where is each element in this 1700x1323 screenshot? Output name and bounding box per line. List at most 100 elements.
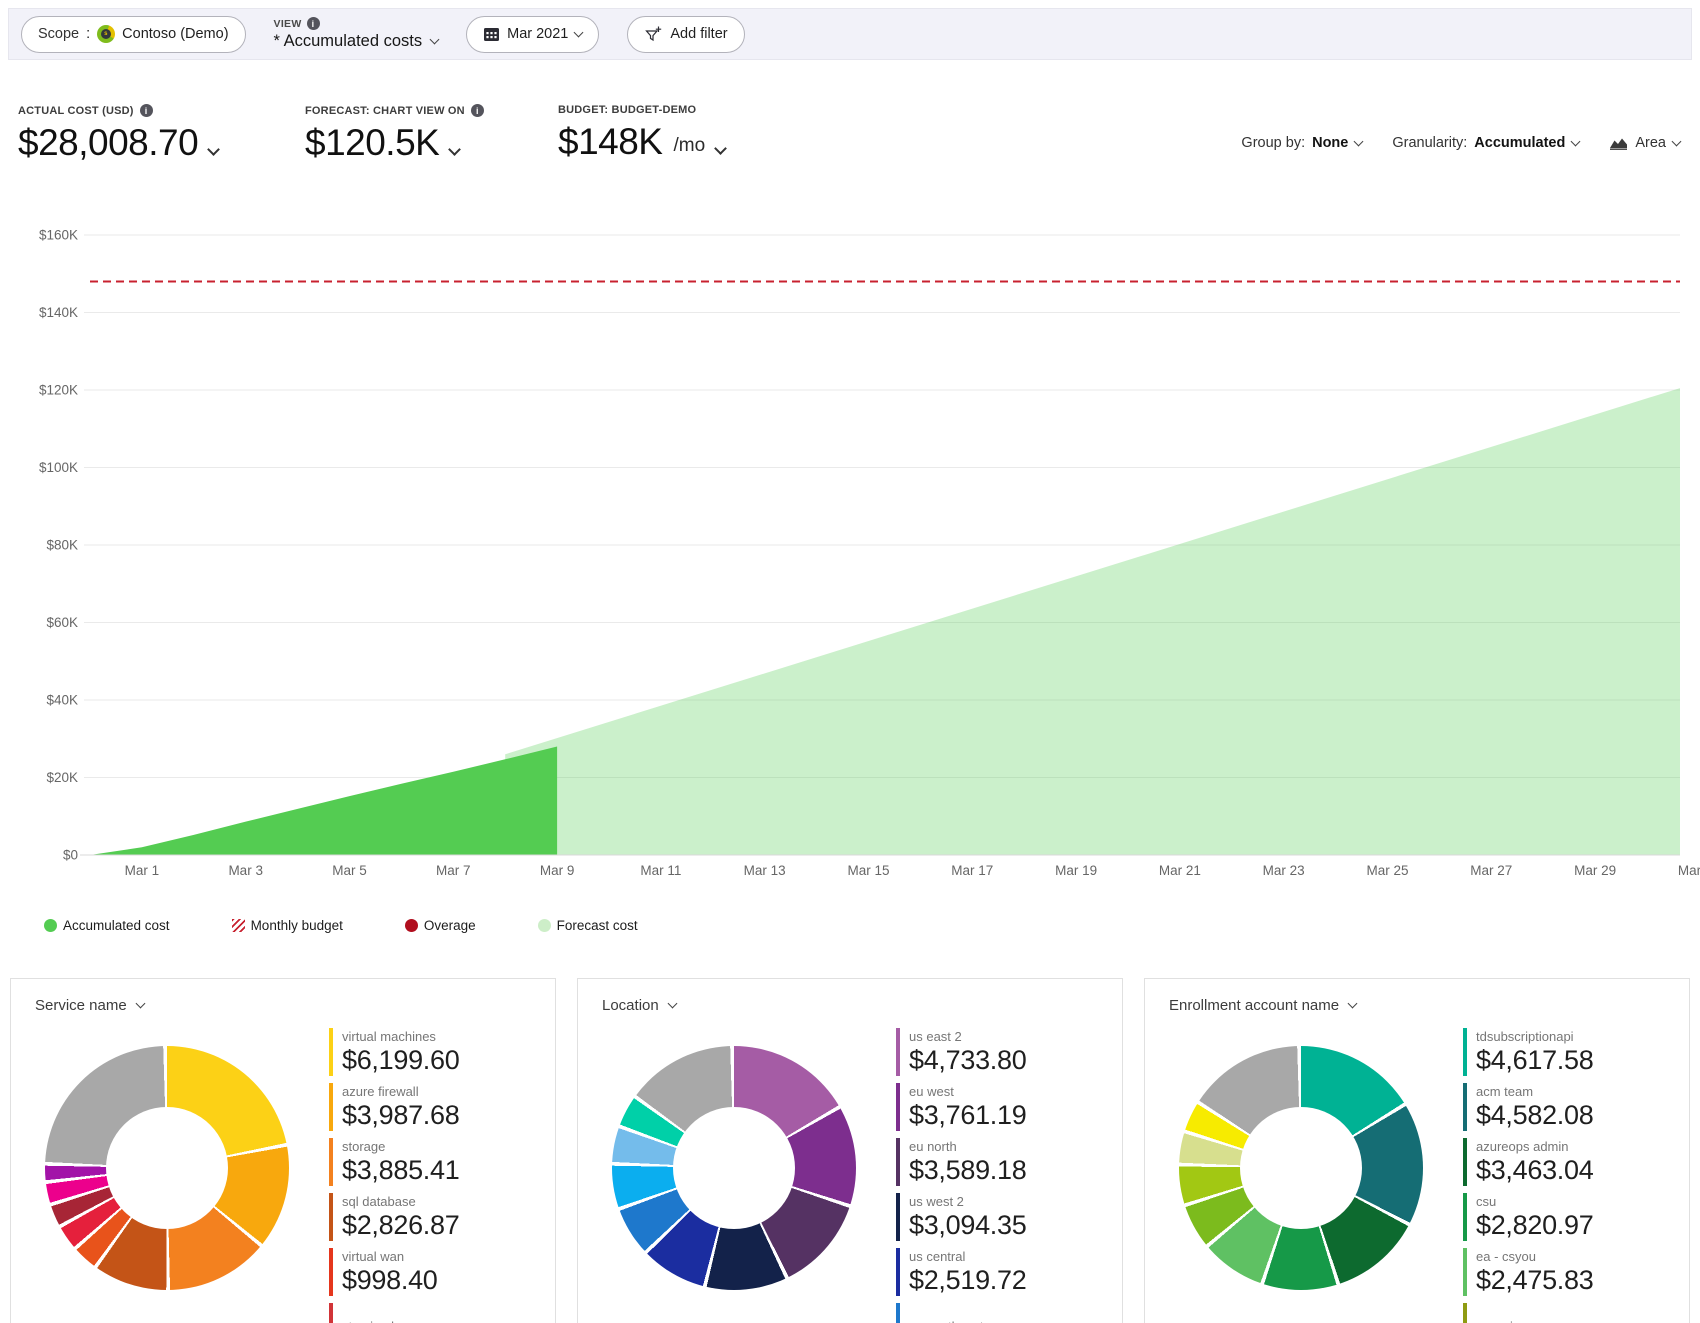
legend-row-label: us central: [909, 1248, 966, 1264]
legend-color-bar: [1463, 1248, 1467, 1296]
chevron-down-icon: [1353, 136, 1364, 146]
granularity-value: Accumulated: [1474, 135, 1566, 151]
x-tick-label: Mar 25: [1366, 863, 1408, 878]
y-tick-label: $100K: [39, 460, 78, 475]
legend-row-label: acm team: [1476, 1083, 1534, 1099]
x-tick-label: Mar 29: [1574, 863, 1616, 878]
panel-title-label: Location: [602, 997, 659, 1014]
legend-row-label: mcs ci: [1476, 1319, 1513, 1323]
group-by-dropdown[interactable]: Group by: None: [1241, 135, 1364, 151]
breakdown-panels: Service name virtual machines $6,199.60 az…: [10, 978, 1690, 1323]
add-filter-button[interactable]: Add filter: [627, 15, 745, 53]
chevron-down-icon: [207, 143, 221, 156]
legend-color-bar: [329, 1138, 333, 1186]
y-tick-label: $140K: [39, 305, 78, 320]
legend-label: Forecast cost: [556, 918, 638, 933]
legend-row-label: storsimple: [342, 1319, 401, 1323]
y-tick-label: $160K: [39, 228, 78, 243]
service-name-dropdown[interactable]: Service name: [29, 993, 537, 1016]
legend-label: Accumulated cost: [63, 918, 170, 933]
enrollment-legend: tdsubscriptionapi $4,617.58 acm team $4,582…: [1463, 1022, 1671, 1323]
kpi-budget: BUDGET: BUDGET-DEMO $148K /mo: [558, 104, 728, 160]
donut-legend-row: us west 2 $3,094.35: [896, 1193, 1104, 1241]
calendar-icon: [484, 28, 500, 41]
chevron-down-icon: [1671, 136, 1682, 146]
x-tick-label: Mar 9: [540, 863, 575, 878]
location-dropdown[interactable]: Location: [596, 993, 1104, 1016]
donut-legend-row: virtual machines $6,199.60: [329, 1028, 537, 1076]
dot-swatch-icon: [404, 919, 418, 932]
location-donut-chart: [612, 1046, 856, 1290]
chevron-down-icon: [448, 143, 462, 156]
forecast-dropdown[interactable]: $120.5K: [305, 124, 484, 161]
kpi-row: ACTUAL COST (USD) i $28,008.70 FORECAST:…: [18, 104, 1682, 184]
info-icon: i: [470, 104, 484, 117]
donut-legend-row: acm team $4,582.08: [1463, 1083, 1671, 1131]
donut-legend-row-partial: ap southeast: [896, 1303, 1104, 1323]
add-filter-label: Add filter: [670, 26, 728, 42]
legend-row-value: $2,475.83: [1476, 1264, 1594, 1295]
y-tick-label: $80K: [46, 538, 78, 553]
group-by-value: None: [1312, 135, 1349, 151]
legend-row-label: azureops admin: [1476, 1138, 1569, 1154]
hatch-swatch-icon: [231, 919, 245, 932]
main-chart: $0 $20K $40K $60K $80K $100K $120K $140K $160K Ma…: [0, 200, 1700, 900]
legend-item: Accumulated cost: [44, 918, 170, 933]
legend-row-label: tdsubscriptionapi: [1476, 1028, 1574, 1044]
panel-title-label: Enrollment account name: [1169, 997, 1340, 1014]
y-tick-label: $60K: [46, 615, 78, 630]
legend-row-value: $998.40: [342, 1264, 438, 1295]
legend-color-bar: [1463, 1193, 1467, 1241]
x-tick-label: Mar 1: [125, 863, 160, 878]
x-tick-label: Mar 7: [436, 863, 471, 878]
x-tick-label: Mar 23: [1263, 863, 1305, 878]
x-tick-label: Mar 19: [1055, 863, 1097, 878]
legend-color-bar: [896, 1303, 900, 1323]
dot-swatch-icon: [537, 919, 551, 932]
enrollment-account-dropdown[interactable]: Enrollment account name: [1163, 993, 1671, 1016]
granularity-dropdown[interactable]: Granularity: Accumulated: [1392, 135, 1581, 151]
donut-legend-row: ea - csyou $2,475.83: [1463, 1248, 1671, 1296]
donut-legend-row: eu north $3,589.18: [896, 1138, 1104, 1186]
legend-color-bar: [329, 1083, 333, 1131]
chevron-down-icon: [714, 142, 728, 155]
legend-label: Overage: [423, 918, 476, 933]
budget-dropdown[interactable]: $148K /mo: [558, 123, 728, 160]
legend-color-bar: [329, 1303, 333, 1323]
forecast-label: FORECAST: CHART VIEW ON: [305, 104, 465, 117]
scope-separator: :: [86, 26, 91, 42]
legend-color-bar: [896, 1028, 900, 1076]
view-label: VIEW: [273, 17, 302, 30]
scope-selector[interactable]: Scope : s Contoso (Demo): [21, 15, 246, 53]
chevron-down-icon: [1347, 998, 1358, 1009]
legend-row-value: $3,589.18: [909, 1154, 1027, 1185]
donut-legend-row: sql database $2,826.87: [329, 1193, 537, 1241]
donut-legend-row: us central $2,519.72: [896, 1248, 1104, 1296]
legend-row-value: $2,519.72: [909, 1264, 1027, 1295]
group-by-label: Group by:: [1241, 135, 1306, 151]
legend-color-bar: [896, 1138, 900, 1186]
legend-label: Monthly budget: [250, 918, 343, 933]
legend-color-bar: [1463, 1028, 1467, 1076]
y-tick-label: $0: [63, 848, 78, 863]
actual-cost-dropdown[interactable]: $28,008.70: [18, 124, 221, 161]
y-tick-label: $120K: [39, 383, 78, 398]
view-selector[interactable]: VIEW i * Accumulated costs: [273, 17, 440, 51]
legend-color-bar: [1463, 1303, 1467, 1323]
forecast-value: $120.5K: [305, 122, 440, 163]
actual-cost-label: ACTUAL COST (USD): [18, 104, 134, 117]
dot-swatch-icon: [44, 919, 57, 932]
granularity-label: Granularity:: [1392, 135, 1468, 151]
chart-type-dropdown[interactable]: Area: [1609, 135, 1682, 151]
donut-legend-row: csu $2,820.97: [1463, 1193, 1671, 1241]
legend-row-label: virtual machines: [342, 1028, 436, 1044]
scope-value: Contoso (Demo): [122, 26, 229, 42]
date-range-selector[interactable]: Mar 2021: [466, 15, 600, 53]
actual-area: [90, 746, 558, 855]
legend-row-value: $4,733.80: [909, 1044, 1027, 1075]
legend-row-value: $4,617.58: [1476, 1044, 1594, 1075]
x-tick-label: Mar 31: [1678, 863, 1700, 878]
enrollment-donut-chart: [1179, 1046, 1423, 1290]
scope-label: Scope: [38, 26, 80, 42]
